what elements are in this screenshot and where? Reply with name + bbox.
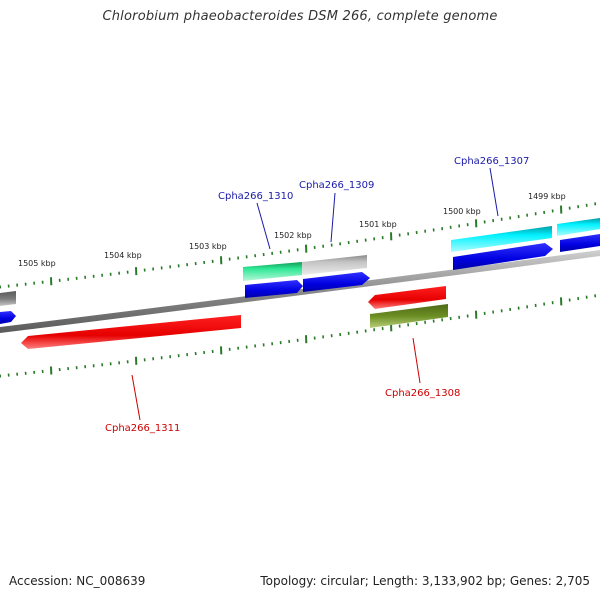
gene-bar-cpha1307[interactable]: [451, 226, 552, 252]
cds-forward-cpha1310[interactable]: [245, 280, 303, 298]
cds-forward-cpha1307[interactable]: [453, 243, 553, 270]
outer-ruler-ticks: [0, 202, 597, 289]
ruler-label-1505: 1505 kbp: [18, 259, 56, 268]
ruler-label-1501: 1501 kbp: [359, 220, 397, 229]
label-cpha1307[interactable]: Cpha266_1307: [454, 156, 529, 167]
topology-text: Topology: circular; Length: 3,133,902 bp…: [260, 574, 590, 588]
cds-reverse-cpha1308[interactable]: [368, 286, 446, 309]
leader-cpha1310: [256, 202, 271, 250]
label-cpha1309[interactable]: Cpha266_1309: [299, 180, 374, 191]
cds-forward-left-edge[interactable]: [0, 311, 16, 324]
gene-track-outer: [0, 218, 600, 306]
leader-cpha1311: [131, 374, 141, 421]
genome-backbone: [0, 250, 600, 333]
cds-track-forward: [0, 234, 600, 324]
map-title: Chlorobium phaeobacteroides DSM 266, com…: [102, 9, 498, 24]
leader-cpha1308: [412, 337, 421, 384]
cds-forward-cpha1309[interactable]: [303, 272, 370, 292]
ruler-label-1502: 1502 kbp: [274, 231, 312, 240]
gene-track-inner: [370, 304, 448, 328]
label-cpha1308[interactable]: Cpha266_1308: [385, 388, 460, 399]
ruler-label-1503: 1503 kbp: [189, 242, 227, 251]
gene-bar-cpha1308[interactable]: [370, 304, 448, 328]
gene-bar-cpha1310[interactable]: [243, 262, 302, 281]
gene-bar-cpha1309[interactable]: [302, 255, 367, 275]
label-cpha1311[interactable]: Cpha266_1311: [105, 423, 180, 434]
cds-reverse-cpha1311[interactable]: [21, 315, 241, 349]
cds-track-reverse: [21, 286, 446, 349]
gene-bar-next[interactable]: [557, 218, 600, 236]
cds-forward-next[interactable]: [560, 234, 600, 252]
ruler-labels: 1505 kbp 1504 kbp 1503 kbp 1502 kbp 1501…: [18, 192, 566, 268]
label-leaders: [131, 167, 499, 421]
inner-ruler-ticks: [0, 294, 597, 378]
leader-cpha1307: [489, 167, 499, 217]
gene-labels: Cpha266_1310 Cpha266_1309 Cpha266_1307 C…: [105, 156, 529, 434]
label-cpha1310[interactable]: Cpha266_1310: [218, 191, 293, 202]
accession-text: Accession: NC_008639: [9, 574, 146, 588]
gene-bar-left-edge[interactable]: [0, 291, 16, 306]
ruler-label-1500: 1500 kbp: [443, 207, 481, 216]
ruler-label-1504: 1504 kbp: [104, 251, 142, 260]
ruler-label-1499: 1499 kbp: [528, 192, 566, 201]
leader-cpha1309: [330, 192, 336, 243]
